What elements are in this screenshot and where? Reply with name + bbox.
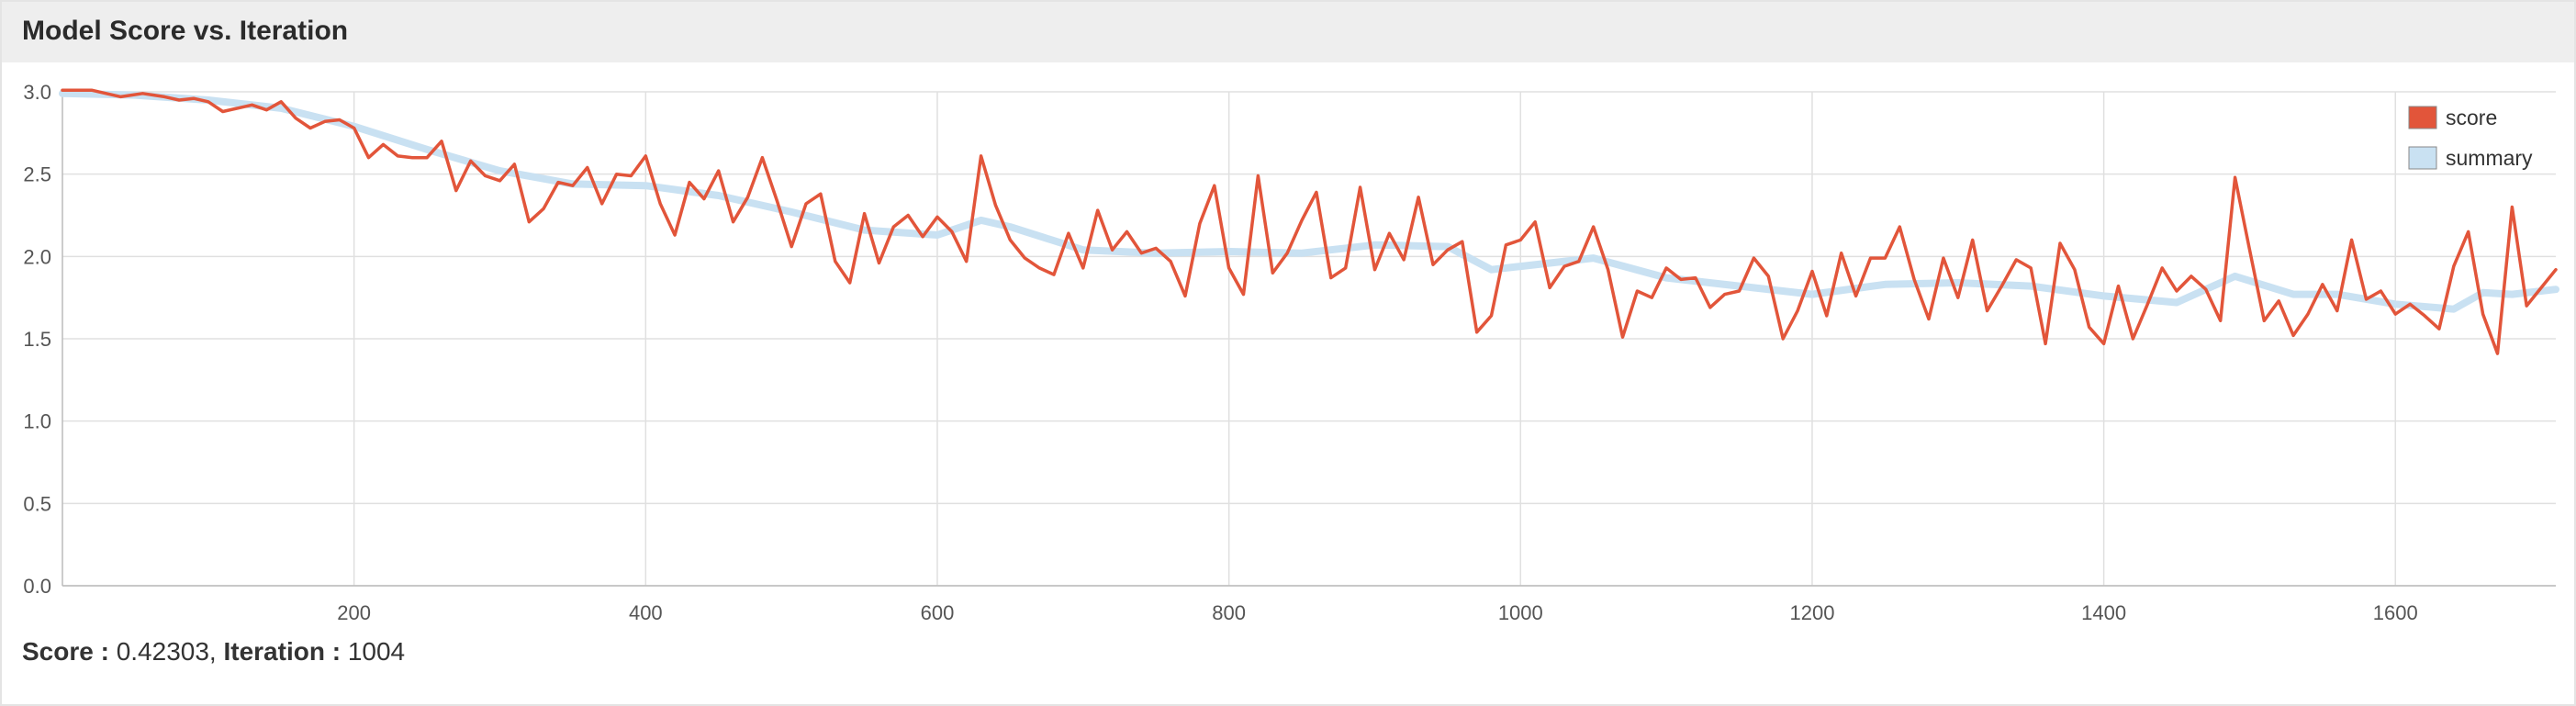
score-value: 0.42303 — [116, 637, 209, 666]
score-series-line — [61, 88, 2558, 355]
x-tick-label: 1600 — [2373, 601, 2418, 624]
grid — [62, 91, 2556, 587]
iteration-label: Iteration : — [223, 637, 348, 666]
panel-header: Model Score vs. Iteration — [2, 2, 2574, 62]
legend: score summary — [2408, 106, 2533, 170]
score-chart: 0.0 0.5 1.0 1.5 2.0 2.5 3.0 200 400 600 800 1000 120… — [23, 81, 2559, 624]
y-tick-label: 0.5 — [23, 492, 51, 515]
y-tick-label: 1.0 — [23, 410, 51, 433]
y-tick-label: 0.0 — [23, 575, 51, 598]
x-tick-label: 1400 — [2081, 601, 2126, 624]
x-tick-label: 200 — [337, 601, 371, 624]
score-legend-swatch — [2408, 106, 2437, 129]
y-tick-label: 2.0 — [23, 245, 51, 268]
y-tick-label: 1.5 — [23, 328, 51, 351]
y-tick-label: 3.0 — [23, 81, 51, 104]
summary-series-line — [59, 89, 2559, 313]
score-label: Score : — [22, 637, 117, 666]
y-tick-label: 2.5 — [23, 163, 51, 186]
summary-legend-swatch — [2408, 146, 2437, 170]
x-tick-label: 400 — [629, 601, 663, 624]
status-line: Score : 0.42303, Iteration : 1004 — [22, 633, 405, 670]
series — [59, 88, 2559, 355]
x-tick-label: 600 — [921, 601, 955, 624]
x-tick-label: 1000 — [1498, 601, 1543, 624]
summary-legend-label: summary — [2446, 146, 2533, 170]
x-tick-label: 800 — [1212, 601, 1246, 624]
iteration-value: 1004 — [347, 637, 406, 666]
status-separator: , — [208, 637, 224, 666]
score-legend-label: score — [2446, 106, 2497, 129]
panel-title: Model Score vs. Iteration — [22, 16, 349, 46]
x-tick-label: 1200 — [1789, 601, 1834, 624]
axes: 0.0 0.5 1.0 1.5 2.0 2.5 3.0 200 400 600 800 1000 120… — [23, 81, 2556, 624]
